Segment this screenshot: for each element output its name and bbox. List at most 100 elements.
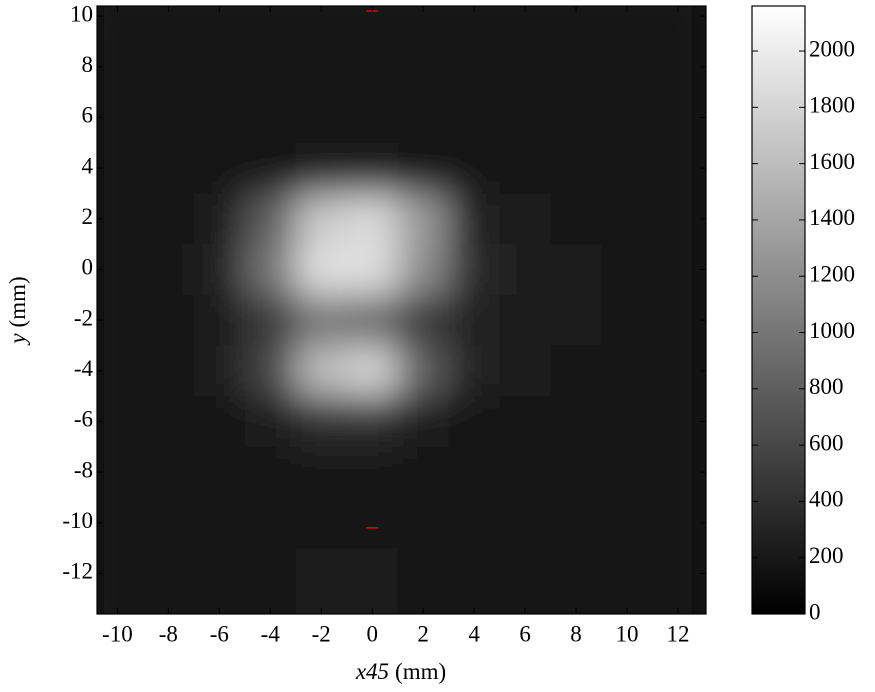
heat-cell bbox=[97, 294, 144, 346]
heat-cell bbox=[346, 193, 399, 245]
heat-cell bbox=[295, 396, 348, 448]
heat-cell bbox=[397, 193, 450, 245]
y-tick-label: -10 bbox=[62, 508, 93, 533]
heat-cell bbox=[346, 598, 399, 614]
heat-cell bbox=[601, 446, 653, 498]
heat-cell bbox=[601, 193, 653, 245]
heat-cell bbox=[448, 548, 501, 600]
heat-cell bbox=[97, 41, 144, 93]
heat-cell bbox=[601, 396, 653, 448]
heat-cell bbox=[244, 193, 297, 245]
heat-cell bbox=[97, 142, 144, 194]
x-tick-label: -10 bbox=[102, 621, 133, 646]
heat-cell bbox=[652, 193, 704, 245]
heat-cell bbox=[448, 92, 501, 144]
heat-cell bbox=[244, 244, 297, 296]
heat-cell bbox=[601, 548, 653, 600]
heat-cell bbox=[448, 193, 501, 245]
heat-cell bbox=[142, 244, 195, 296]
heat-cell bbox=[244, 345, 297, 397]
heat-cell bbox=[397, 497, 450, 549]
heat-cell bbox=[652, 598, 704, 614]
heat-cell bbox=[652, 41, 704, 93]
heat-cell bbox=[244, 446, 297, 498]
x-tick-label: -4 bbox=[261, 621, 281, 646]
heat-cell bbox=[346, 294, 399, 346]
heat-cell bbox=[397, 548, 450, 600]
x-tick-label: 8 bbox=[570, 621, 582, 646]
heat-cell bbox=[97, 92, 144, 144]
heat-cell bbox=[346, 548, 399, 600]
plot-frame bbox=[96, 5, 707, 615]
heat-cell bbox=[97, 345, 144, 397]
heat-cell bbox=[448, 244, 501, 296]
heat-cell bbox=[193, 244, 246, 296]
heat-cell bbox=[550, 396, 603, 448]
heat-cell bbox=[193, 41, 246, 93]
heat-cell bbox=[499, 598, 552, 614]
heat-cell bbox=[244, 41, 297, 93]
plot-area bbox=[97, 6, 706, 614]
heat-cell bbox=[397, 598, 450, 614]
colorbar bbox=[752, 6, 805, 614]
y-tick-label: -6 bbox=[74, 407, 93, 432]
heat-cell bbox=[244, 294, 297, 346]
heat-cell bbox=[142, 193, 195, 245]
heat-cell bbox=[499, 446, 552, 498]
heat-cell bbox=[142, 41, 195, 93]
y-axis-label: y (mm) bbox=[5, 276, 30, 345]
heat-cell bbox=[346, 142, 399, 194]
x-label-var: x45 bbox=[355, 659, 389, 684]
heat-cell bbox=[652, 345, 704, 397]
heat-cell bbox=[499, 142, 552, 194]
y-tick-label: 0 bbox=[82, 255, 94, 280]
colorbar-tick-label: 1200 bbox=[809, 262, 855, 287]
heat-cell bbox=[346, 92, 399, 144]
colorbar-tick-label: 600 bbox=[809, 430, 844, 455]
x-tick-label: 12 bbox=[666, 621, 689, 646]
heat-cell bbox=[601, 41, 653, 93]
heat-cell bbox=[97, 548, 144, 600]
colorbar-frame bbox=[751, 5, 806, 615]
colorbar-tick-label: 200 bbox=[809, 543, 844, 568]
heat-cell bbox=[295, 92, 348, 144]
heat-cell bbox=[499, 345, 552, 397]
x-tick-label: -8 bbox=[159, 621, 178, 646]
heat-cell bbox=[295, 244, 348, 296]
heat-cell bbox=[97, 598, 144, 614]
heat-cell bbox=[295, 345, 348, 397]
heat-cell bbox=[601, 497, 653, 549]
heat-cell bbox=[193, 345, 246, 397]
heat-cell bbox=[652, 548, 704, 600]
heat-cell bbox=[142, 142, 195, 194]
heat-cell bbox=[295, 446, 348, 498]
heat-cell bbox=[244, 497, 297, 549]
x-tick-label: 6 bbox=[519, 621, 531, 646]
heat-cell bbox=[142, 446, 195, 498]
heat-cell bbox=[193, 548, 246, 600]
heat-cell bbox=[97, 446, 144, 498]
x-tick-label: 4 bbox=[468, 621, 480, 646]
colorbar-tick-label: 2000 bbox=[809, 36, 855, 61]
heat-cell bbox=[193, 446, 246, 498]
heat-cell bbox=[244, 92, 297, 144]
heat-cell bbox=[499, 294, 552, 346]
heat-cell bbox=[142, 598, 195, 614]
y-tick-label: 10 bbox=[70, 1, 93, 26]
heat-cell bbox=[601, 294, 653, 346]
heat-cell bbox=[397, 142, 450, 194]
heat-cell bbox=[97, 6, 144, 42]
x-tick-label: 10 bbox=[616, 621, 639, 646]
heat-cell bbox=[193, 598, 246, 614]
y-tick-label: 2 bbox=[82, 204, 94, 229]
heat-cell bbox=[295, 41, 348, 93]
heat-cell bbox=[295, 497, 348, 549]
x-tick-label: -6 bbox=[210, 621, 229, 646]
heat-cell bbox=[346, 345, 399, 397]
y-tick-label: 6 bbox=[82, 103, 94, 128]
heat-cell bbox=[448, 396, 501, 448]
heat-cell bbox=[499, 92, 552, 144]
heat-cell bbox=[397, 345, 450, 397]
heat-cell bbox=[397, 446, 450, 498]
heat-cell bbox=[346, 244, 399, 296]
